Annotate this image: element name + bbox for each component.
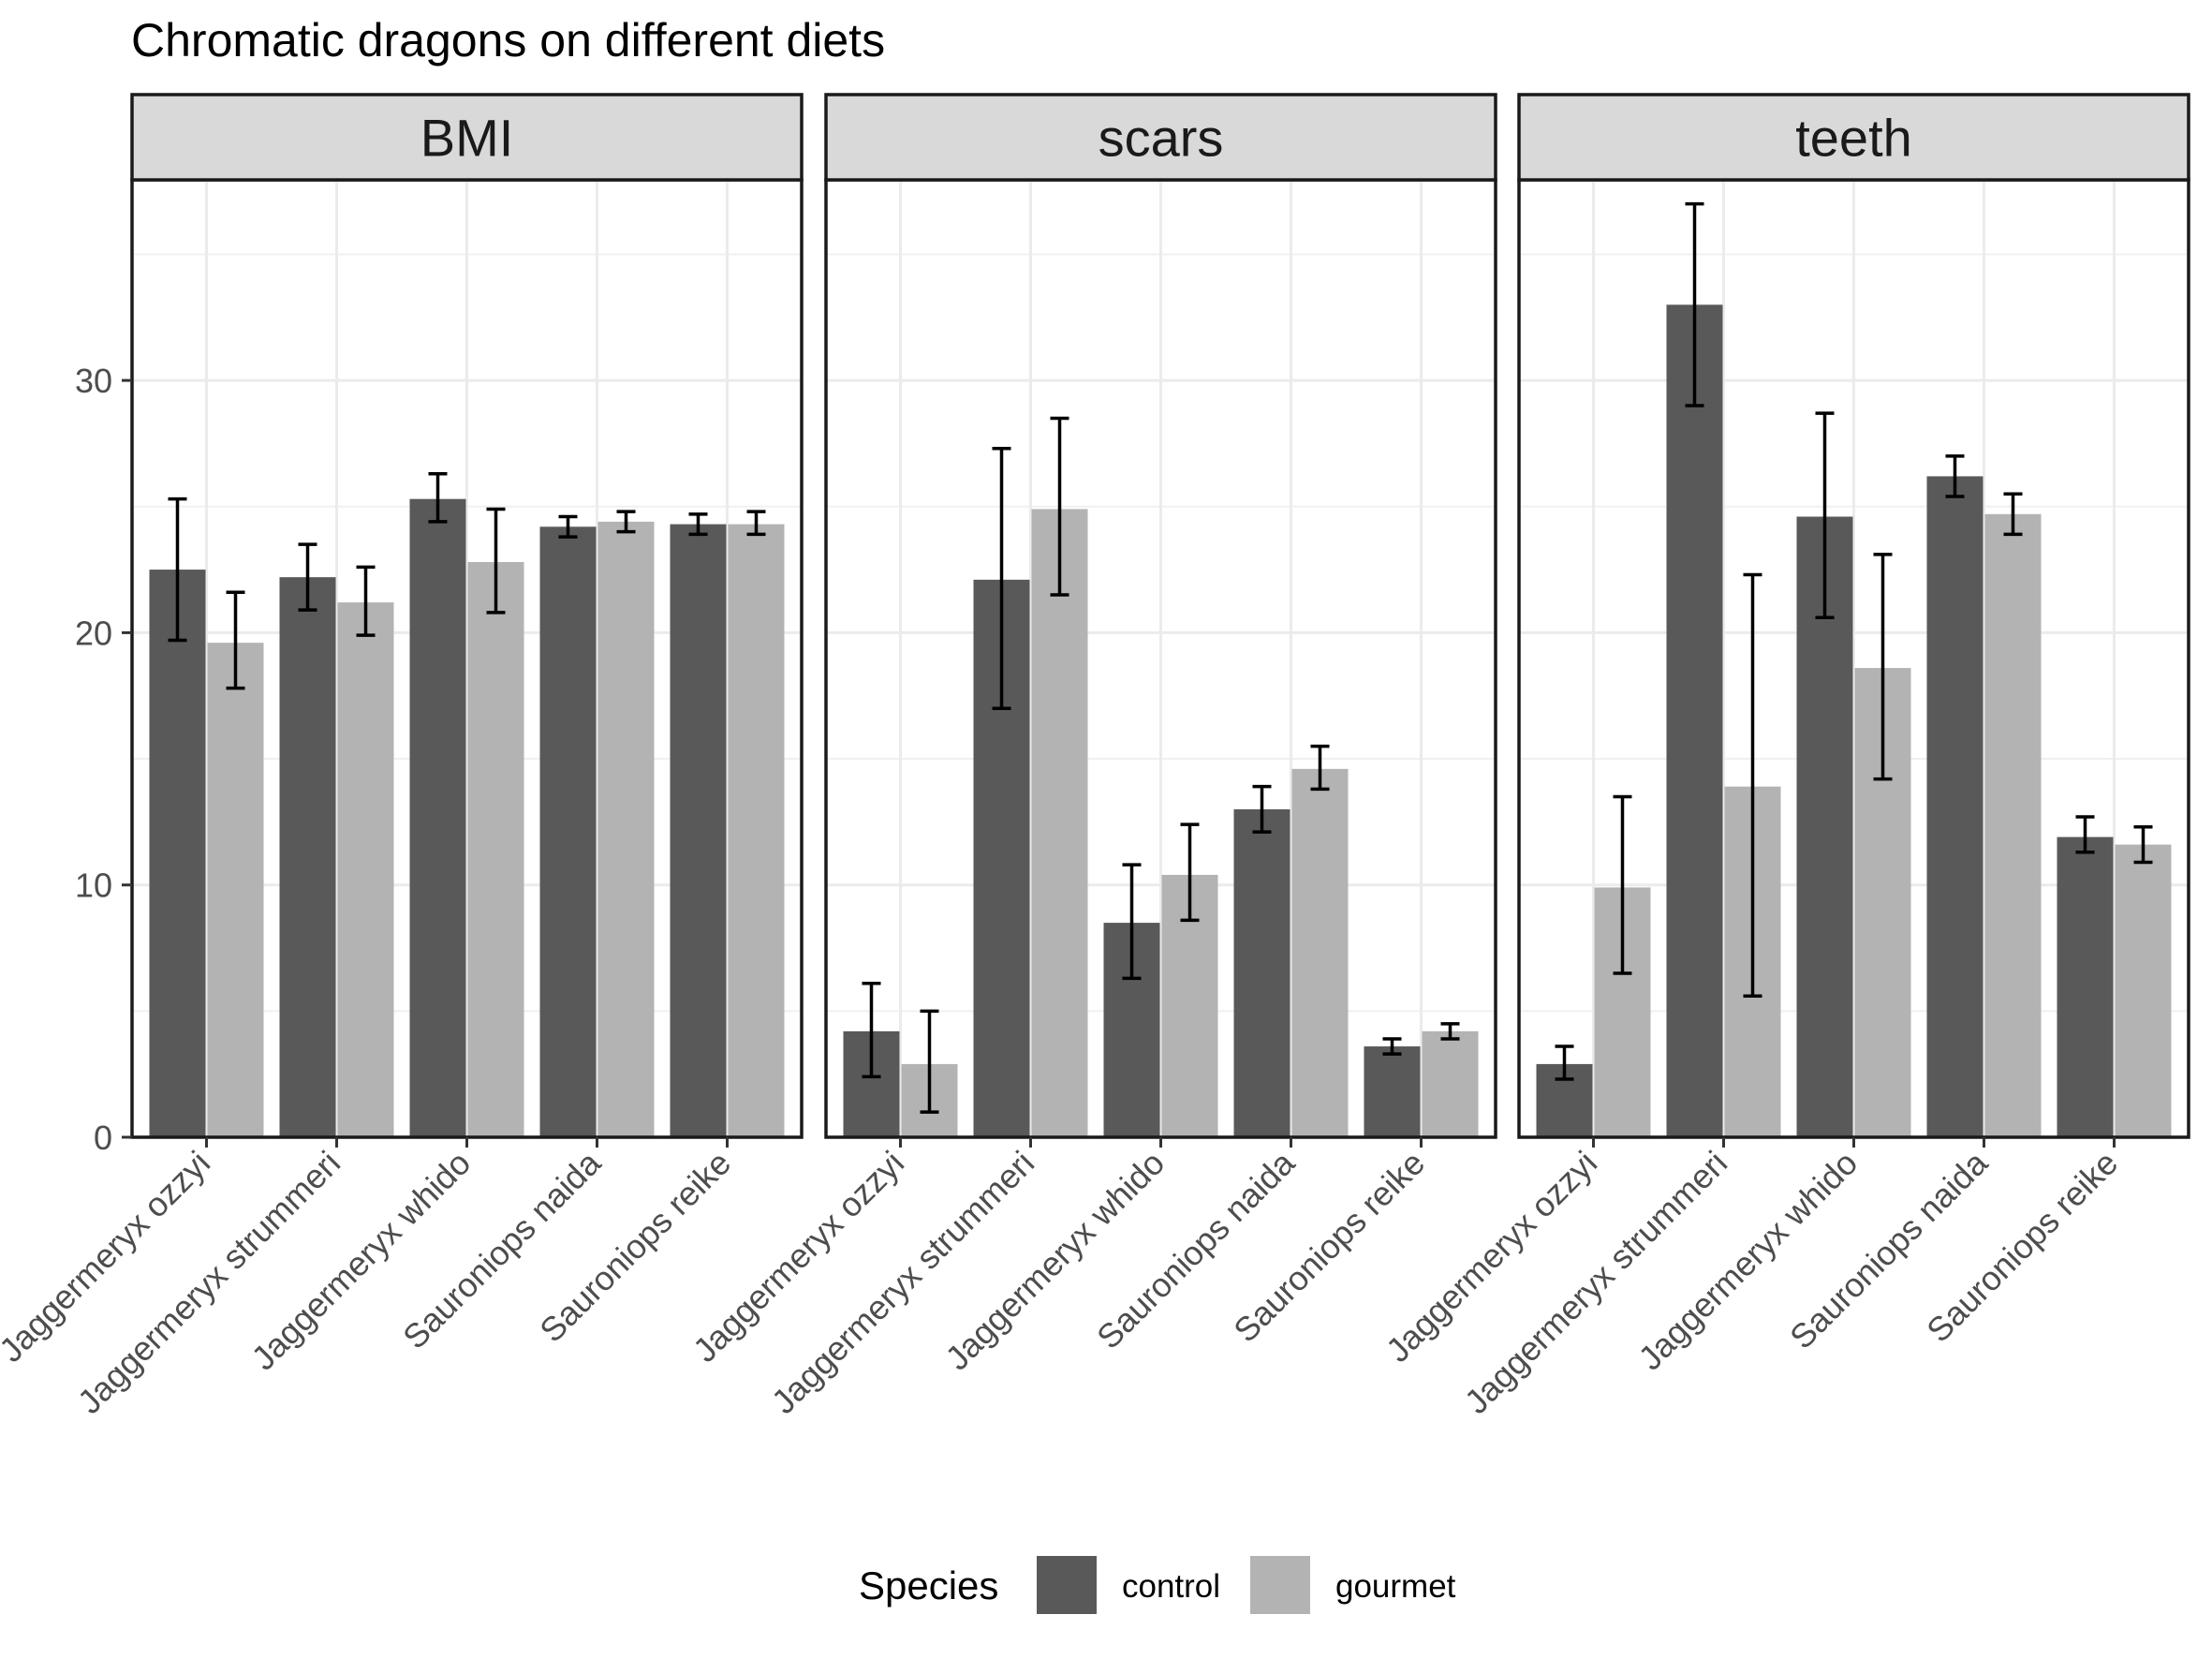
error-bar-control-sauroniops-naida (558, 514, 578, 539)
error-bar-gourmet-sauroniops-reike (2133, 825, 2153, 865)
error-bar-control-sauroniops-reike (688, 512, 708, 537)
bar-control-jaggermeryx-whido (409, 498, 466, 1137)
error-bar-gourmet-jaggermeryx-ozzyi (1613, 794, 1632, 975)
x-tick-label: Jaggermeryx strummeri (764, 1144, 1041, 1421)
error-bar-gourmet-jaggermeryx-whido (486, 507, 506, 615)
error-bar-gourmet-jaggermeryx-ozzyi (226, 590, 245, 690)
facet-strip-label: teeth (1795, 109, 1912, 168)
error-bar-gourmet-sauroniops-naida (1310, 744, 1330, 792)
legend-swatch-gourmet (1250, 1556, 1310, 1614)
bar-control-jaggermeryx-whido (1796, 516, 1853, 1137)
error-bar-control-sauroniops-naida (1252, 784, 1272, 834)
error-bar-gourmet-sauroniops-naida (2003, 492, 2023, 537)
legend-label-gourmet: gourmet (1335, 1568, 1456, 1605)
error-bar-control-jaggermeryx-strummeri (298, 542, 317, 612)
error-bar-control-sauroniops-reike (2075, 815, 2095, 854)
x-tick-label: Jaggermeryx strummeri (70, 1144, 347, 1421)
error-bar-control-jaggermeryx-whido (1122, 863, 1142, 981)
error-bar-control-jaggermeryx-strummeri (1685, 201, 1704, 407)
facet-strip (130, 93, 804, 182)
legend-label-control: control (1122, 1568, 1220, 1605)
error-bar-control-jaggermeryx-strummeri (992, 447, 1011, 710)
bar-gourmet-jaggermeryx-strummeri (1031, 509, 1088, 1137)
bar-control-sauroniops-reike (670, 524, 727, 1137)
bar-gourmet-jaggermeryx-strummeri (337, 602, 394, 1137)
x-tick-label: Jaggermeryx whido (243, 1144, 478, 1378)
error-bar-gourmet-sauroniops-naida (616, 510, 636, 534)
error-bar-gourmet-jaggermeryx-strummeri (1743, 572, 1762, 998)
bar-gourmet-sauroniops-reike (1422, 1030, 1479, 1137)
error-bar-control-sauroniops-reike (1382, 1037, 1402, 1056)
bar-gourmet-sauroniops-reike (728, 524, 785, 1137)
y-tick-label: 10 (75, 867, 112, 905)
x-tick-label: Jaggermeryx strummeri (1457, 1144, 1734, 1421)
bar-control-sauroniops-reike (2057, 837, 2114, 1137)
x-tick-label: Jaggermeryx whido (937, 1144, 1172, 1378)
error-bar-gourmet-jaggermeryx-whido (1180, 822, 1200, 923)
error-bar-control-jaggermeryx-whido (1815, 411, 1835, 619)
facet-strip-label: scars (1099, 109, 1224, 168)
bar-control-sauroniops-naida (539, 526, 597, 1137)
bar-gourmet-sauroniops-reike (2115, 844, 2172, 1137)
bar-control-sauroniops-reike (1364, 1046, 1421, 1137)
bar-control-jaggermeryx-ozzyi (149, 570, 206, 1137)
y-tick-label: 20 (75, 614, 112, 652)
error-bar-gourmet-jaggermeryx-ozzyi (920, 1009, 939, 1114)
bar-control-jaggermeryx-strummeri (279, 577, 336, 1137)
bar-gourmet-sauroniops-naida (597, 521, 655, 1137)
error-bar-control-jaggermeryx-ozzyi (1555, 1044, 1574, 1081)
bar-gourmet-sauroniops-naida (1984, 513, 2042, 1137)
y-tick-label: 0 (94, 1118, 112, 1157)
x-tick-label: Jaggermeryx whido (1630, 1144, 1865, 1378)
legend-swatch-control (1037, 1556, 1097, 1614)
error-bar-control-sauroniops-naida (1945, 454, 1965, 498)
error-bar-gourmet-jaggermeryx-whido (1873, 553, 1893, 781)
facet-strip-label: BMI (420, 109, 514, 168)
facet-strip (1517, 93, 2190, 182)
error-bar-gourmet-sauroniops-reike (746, 510, 766, 537)
error-bar-gourmet-jaggermeryx-strummeri (356, 565, 376, 637)
error-bar-control-jaggermeryx-whido (428, 471, 448, 524)
y-axis: 0 10 20 30 (75, 362, 132, 1157)
y-tick-label: 30 (75, 362, 112, 400)
bar-gourmet-sauroniops-naida (1291, 768, 1349, 1137)
error-bar-control-jaggermeryx-ozzyi (862, 981, 881, 1079)
x-tick-label: Jaggermeryx ozzyi (0, 1144, 217, 1370)
bar-gourmet-jaggermeryx-ozzyi (207, 643, 264, 1137)
legend: Species control gourmet (859, 1556, 1456, 1614)
chart-title: Chromatic dragons on different diets (131, 14, 885, 67)
bar-control-sauroniops-naida (1926, 476, 1983, 1138)
facet-strip (824, 93, 1497, 182)
legend-title: Species (859, 1563, 998, 1607)
error-bar-gourmet-jaggermeryx-strummeri (1050, 416, 1069, 597)
error-bar-control-jaggermeryx-ozzyi (168, 496, 187, 643)
bar-gourmet-jaggermeryx-whido (467, 561, 524, 1137)
bar-control-sauroniops-naida (1233, 808, 1290, 1137)
error-bar-gourmet-sauroniops-reike (1440, 1022, 1460, 1041)
bar-control-jaggermeryx-strummeri (1666, 304, 1723, 1137)
